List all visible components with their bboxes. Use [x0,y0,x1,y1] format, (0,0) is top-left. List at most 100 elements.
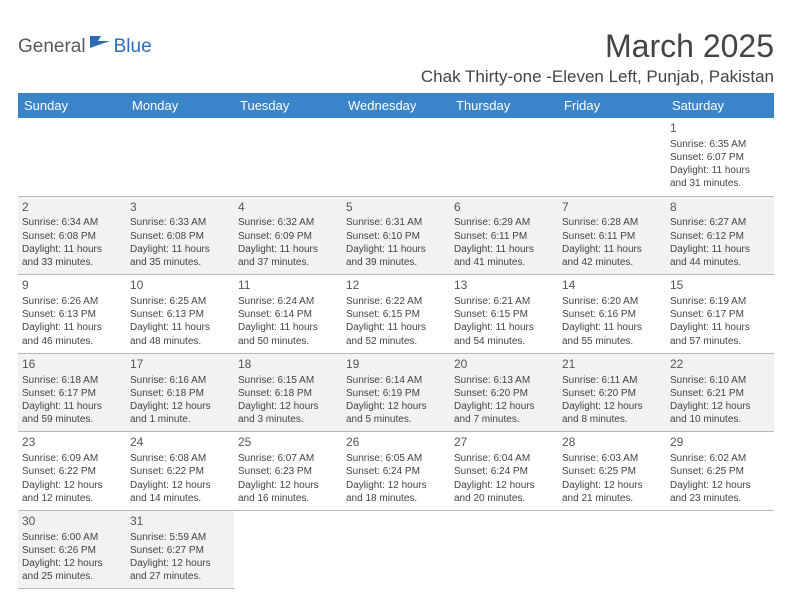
calendar-day-cell: 19Sunrise: 6:14 AMSunset: 6:19 PMDayligh… [342,353,450,432]
calendar-empty-cell [342,510,450,589]
sunrise-text: Sunrise: 6:24 AM [238,295,338,308]
day-number: 26 [346,435,446,451]
sunset-text: Sunset: 6:16 PM [562,308,662,321]
calendar-day-cell: 30Sunrise: 6:00 AMSunset: 6:26 PMDayligh… [18,510,126,589]
daylight-line2: and 12 minutes. [22,492,122,505]
calendar-day-cell: 1Sunrise: 6:35 AMSunset: 6:07 PMDaylight… [666,118,774,196]
daylight-line2: and 44 minutes. [670,256,770,269]
daylight-line2: and 14 minutes. [130,492,230,505]
daylight-line2: and 54 minutes. [454,335,554,348]
day-number: 21 [562,357,662,373]
day-number: 29 [670,435,770,451]
daylight-line1: Daylight: 11 hours [130,321,230,334]
sunrise-text: Sunrise: 6:22 AM [346,295,446,308]
sunset-text: Sunset: 6:11 PM [562,230,662,243]
daylight-line1: Daylight: 11 hours [130,243,230,256]
daylight-line1: Daylight: 11 hours [22,243,122,256]
sunrise-text: Sunrise: 6:13 AM [454,374,554,387]
sunset-text: Sunset: 6:13 PM [22,308,122,321]
day-number: 8 [670,200,770,216]
daylight-line1: Daylight: 12 hours [22,479,122,492]
sunrise-text: Sunrise: 6:28 AM [562,216,662,229]
sunset-text: Sunset: 6:19 PM [346,387,446,400]
calendar-empty-cell [126,118,234,196]
sunset-text: Sunset: 6:14 PM [238,308,338,321]
day-number: 13 [454,278,554,294]
month-title: March 2025 [421,28,774,65]
day-number: 2 [22,200,122,216]
daylight-line1: Daylight: 11 hours [670,321,770,334]
daylight-line2: and 7 minutes. [454,413,554,426]
sunrise-text: Sunrise: 6:16 AM [130,374,230,387]
calendar-day-cell: 24Sunrise: 6:08 AMSunset: 6:22 PMDayligh… [126,432,234,511]
calendar-day-cell: 13Sunrise: 6:21 AMSunset: 6:15 PMDayligh… [450,275,558,354]
sunrise-text: Sunrise: 6:04 AM [454,452,554,465]
sunrise-text: Sunrise: 5:59 AM [130,531,230,544]
daylight-line1: Daylight: 12 hours [562,400,662,413]
calendar-table: Sunday Monday Tuesday Wednesday Thursday… [18,93,774,589]
daylight-line2: and 37 minutes. [238,256,338,269]
title-block: March 2025 Chak Thirty-one -Eleven Left,… [421,28,774,87]
daylight-line1: Daylight: 12 hours [130,557,230,570]
sunset-text: Sunset: 6:26 PM [22,544,122,557]
sunset-text: Sunset: 6:18 PM [238,387,338,400]
sunrise-text: Sunrise: 6:14 AM [346,374,446,387]
sunrise-text: Sunrise: 6:10 AM [670,374,770,387]
daylight-line2: and 10 minutes. [670,413,770,426]
day-number: 14 [562,278,662,294]
daylight-line2: and 25 minutes. [22,570,122,583]
daylight-line2: and 18 minutes. [346,492,446,505]
sunset-text: Sunset: 6:11 PM [454,230,554,243]
daylight-line2: and 23 minutes. [670,492,770,505]
sunrise-text: Sunrise: 6:31 AM [346,216,446,229]
sunset-text: Sunset: 6:22 PM [22,465,122,478]
day-number: 1 [670,121,770,137]
calendar-empty-cell [558,510,666,589]
sunrise-text: Sunrise: 6:15 AM [238,374,338,387]
logo-flag-icon [89,34,111,55]
daylight-line1: Daylight: 11 hours [562,321,662,334]
sunrise-text: Sunrise: 6:32 AM [238,216,338,229]
day-number: 31 [130,514,230,530]
calendar-day-cell: 25Sunrise: 6:07 AMSunset: 6:23 PMDayligh… [234,432,342,511]
day-number: 3 [130,200,230,216]
sunrise-text: Sunrise: 6:20 AM [562,295,662,308]
calendar-empty-cell [450,118,558,196]
calendar-day-cell: 11Sunrise: 6:24 AMSunset: 6:14 PMDayligh… [234,275,342,354]
daylight-line2: and 39 minutes. [346,256,446,269]
sunset-text: Sunset: 6:20 PM [562,387,662,400]
sunset-text: Sunset: 6:12 PM [670,230,770,243]
calendar-day-cell: 20Sunrise: 6:13 AMSunset: 6:20 PMDayligh… [450,353,558,432]
sunset-text: Sunset: 6:27 PM [130,544,230,557]
daylight-line1: Daylight: 12 hours [130,400,230,413]
calendar-day-cell: 27Sunrise: 6:04 AMSunset: 6:24 PMDayligh… [450,432,558,511]
calendar-empty-cell [558,118,666,196]
calendar-week-row: 30Sunrise: 6:00 AMSunset: 6:26 PMDayligh… [18,510,774,589]
daylight-line2: and 16 minutes. [238,492,338,505]
weekday-thursday: Thursday [450,93,558,118]
sunset-text: Sunset: 6:17 PM [670,308,770,321]
daylight-line1: Daylight: 12 hours [454,479,554,492]
sunrise-text: Sunrise: 6:26 AM [22,295,122,308]
weekday-friday: Friday [558,93,666,118]
calendar-day-cell: 4Sunrise: 6:32 AMSunset: 6:09 PMDaylight… [234,196,342,275]
day-number: 16 [22,357,122,373]
daylight-line2: and 35 minutes. [130,256,230,269]
sunset-text: Sunset: 6:15 PM [346,308,446,321]
sunset-text: Sunset: 6:23 PM [238,465,338,478]
calendar-day-cell: 12Sunrise: 6:22 AMSunset: 6:15 PMDayligh… [342,275,450,354]
sunset-text: Sunset: 6:25 PM [670,465,770,478]
daylight-line2: and 20 minutes. [454,492,554,505]
daylight-line2: and 57 minutes. [670,335,770,348]
sunset-text: Sunset: 6:10 PM [346,230,446,243]
calendar-empty-cell [450,510,558,589]
calendar-day-cell: 15Sunrise: 6:19 AMSunset: 6:17 PMDayligh… [666,275,774,354]
daylight-line1: Daylight: 12 hours [346,479,446,492]
day-number: 7 [562,200,662,216]
calendar-day-cell: 29Sunrise: 6:02 AMSunset: 6:25 PMDayligh… [666,432,774,511]
daylight-line2: and 8 minutes. [562,413,662,426]
daylight-line2: and 48 minutes. [130,335,230,348]
daylight-line1: Daylight: 11 hours [454,243,554,256]
day-number: 18 [238,357,338,373]
calendar-day-cell: 23Sunrise: 6:09 AMSunset: 6:22 PMDayligh… [18,432,126,511]
